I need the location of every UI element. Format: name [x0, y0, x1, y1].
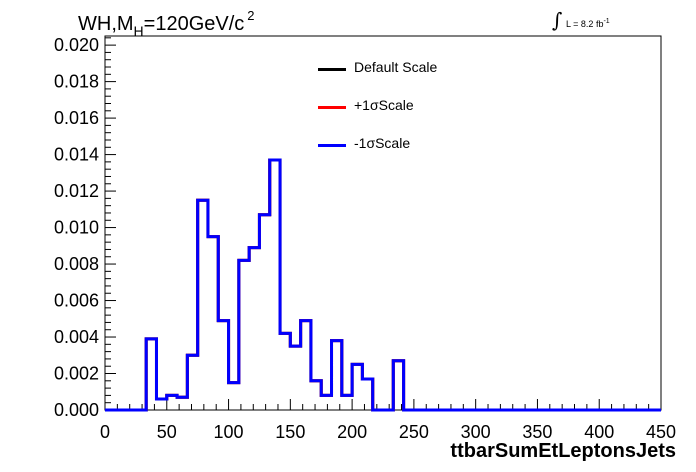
legend-item-minus1sigma: -1σScale	[318, 132, 478, 170]
y-tick-label: 0.018	[54, 72, 99, 92]
legend-item-plus1sigma: +1σScale	[318, 94, 478, 132]
title-subscript: H	[133, 23, 144, 39]
x-tick-label: 400	[584, 422, 614, 442]
y-tick-label: 0.020	[54, 35, 99, 55]
legend-swatch-default	[318, 68, 346, 71]
x-tick-label: 150	[275, 422, 305, 442]
legend: Default Scale +1σScale -1σScale	[318, 56, 478, 170]
x-tick-label: 50	[157, 422, 177, 442]
x-tick-label: 100	[214, 422, 244, 442]
y-tick-label: 0.012	[54, 181, 99, 201]
luminosity-unit-exponent: -1	[603, 18, 610, 25]
axis-ticks	[104, 37, 662, 411]
title-rest: =120GeV/c	[143, 13, 245, 35]
y-tick-label: 0.004	[54, 327, 99, 347]
luminosity-text: L = 8.2 fb	[566, 19, 604, 29]
x-tick-label: 250	[399, 422, 429, 442]
chart-title: WH,MH=120GeV/c 2	[78, 8, 255, 39]
x-tick-label: 350	[522, 422, 552, 442]
legend-item-default: Default Scale	[318, 56, 478, 94]
y-tick-label: 0.008	[54, 254, 99, 274]
title-superscript: 2	[247, 8, 255, 23]
title-main: WH,M	[78, 13, 134, 35]
legend-swatch-minus1sigma	[318, 144, 346, 147]
legend-label-minus1sigma: -1σScale	[354, 135, 411, 151]
legend-swatch-plus1sigma	[318, 106, 346, 109]
y-tick-label: 0.000	[54, 400, 99, 420]
histogram-series-2	[105, 158, 661, 412]
luminosity-label: ∫ L = 8.2 fb-1	[552, 8, 610, 32]
axis-tick-labels: 0 50 100 150 200 250 300 350 400 450 0.000 0.002 0.0…	[54, 35, 676, 442]
x-tick-label: 200	[337, 422, 367, 442]
x-tick-label: 450	[646, 422, 676, 442]
integral-symbol: ∫	[552, 8, 563, 32]
legend-label-plus1sigma: +1σScale	[354, 97, 414, 113]
series-group	[105, 158, 661, 412]
y-tick-label: 0.002	[54, 364, 99, 384]
x-tick-label: 0	[100, 422, 110, 442]
x-tick-label: 300	[461, 422, 491, 442]
y-tick-label: 0.006	[54, 291, 99, 311]
y-tick-label: 0.010	[54, 218, 99, 238]
x-axis-label: ttbarSumEtLeptonsJets	[450, 440, 676, 462]
legend-label-default: Default Scale	[354, 59, 438, 75]
y-tick-label: 0.014	[54, 145, 99, 165]
y-tick-label: 0.016	[54, 108, 99, 128]
